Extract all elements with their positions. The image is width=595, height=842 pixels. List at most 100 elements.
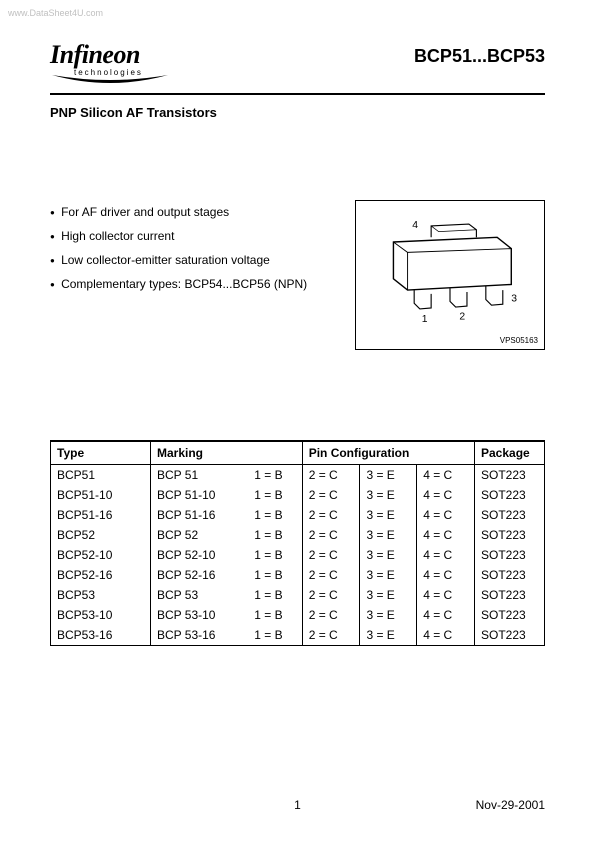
cell-type: BCP53-10 — [51, 605, 151, 625]
cell-p1: 1 = B — [252, 485, 302, 505]
subtitle: PNP Silicon AF Transistors — [50, 105, 545, 120]
feature-item: Complementary types: BCP54...BCP56 (NPN) — [50, 272, 307, 296]
cell-marking: BCP 53-10 — [151, 605, 253, 625]
table-header-row: Type Marking Pin Configuration Package — [51, 441, 545, 465]
cell-p2: 2 = C — [302, 625, 360, 646]
table-row: BCP51BCP 511 = B2 = C3 = E4 = CSOT223 — [51, 465, 545, 486]
cell-type: BCP52-16 — [51, 565, 151, 585]
table-row: BCP53BCP 531 = B2 = C3 = E4 = CSOT223 — [51, 585, 545, 605]
cell-type: BCP51-10 — [51, 485, 151, 505]
cell-p3: 3 = E — [360, 525, 417, 545]
logo-name: Infineon — [50, 40, 170, 70]
cell-p3: 3 = E — [360, 585, 417, 605]
feature-list: For AF driver and output stages High col… — [50, 200, 307, 296]
feature-item: For AF driver and output stages — [50, 200, 307, 224]
cell-marking: BCP 53 — [151, 585, 253, 605]
cell-p4: 4 = C — [417, 565, 475, 585]
part-title: BCP51...BCP53 — [414, 46, 545, 67]
cell-p4: 4 = C — [417, 525, 475, 545]
cell-p4: 4 = C — [417, 465, 475, 486]
cell-p2: 2 = C — [302, 565, 360, 585]
header-bar: Infineon technologies BCP51...BCP53 — [50, 40, 545, 95]
cell-marking: BCP 51-16 — [151, 505, 253, 525]
page-footer: 1 Nov-29-2001 — [50, 798, 545, 812]
cell-p2: 2 = C — [302, 525, 360, 545]
cell-p2: 2 = C — [302, 505, 360, 525]
pin-table: Type Marking Pin Configuration Package B… — [50, 440, 545, 646]
cell-package: SOT223 — [475, 525, 545, 545]
cell-p4: 4 = C — [417, 605, 475, 625]
feature-item: High collector current — [50, 224, 307, 248]
cell-package: SOT223 — [475, 505, 545, 525]
cell-p1: 1 = B — [252, 465, 302, 486]
cell-p1: 1 = B — [252, 565, 302, 585]
cell-p1: 1 = B — [252, 505, 302, 525]
watermark-text: www.DataSheet4U.com — [8, 8, 103, 18]
cell-p1: 1 = B — [252, 585, 302, 605]
cell-package: SOT223 — [475, 585, 545, 605]
cell-p3: 3 = E — [360, 485, 417, 505]
cell-type: BCP51-16 — [51, 505, 151, 525]
table-body: BCP51BCP 511 = B2 = C3 = E4 = CSOT223 BC… — [51, 465, 545, 646]
cell-p1: 1 = B — [252, 605, 302, 625]
cell-p2: 2 = C — [302, 605, 360, 625]
cell-p3: 3 = E — [360, 505, 417, 525]
cell-p1: 1 = B — [252, 525, 302, 545]
cell-p4: 4 = C — [417, 545, 475, 565]
cell-p4: 4 = C — [417, 585, 475, 605]
cell-package: SOT223 — [475, 565, 545, 585]
cell-p3: 3 = E — [360, 465, 417, 486]
table-row: BCP53-16BCP 53-161 = B2 = C3 = E4 = CSOT… — [51, 625, 545, 646]
cell-marking: BCP 52-10 — [151, 545, 253, 565]
cell-type: BCP53-16 — [51, 625, 151, 646]
cell-p2: 2 = C — [302, 585, 360, 605]
cell-p4: 4 = C — [417, 625, 475, 646]
cell-p3: 3 = E — [360, 565, 417, 585]
cell-marking: BCP 51 — [151, 465, 253, 486]
feature-item: Low collector-emitter saturation voltage — [50, 248, 307, 272]
table-row: BCP52BCP 521 = B2 = C3 = E4 = CSOT223 — [51, 525, 545, 545]
cell-marking: BCP 52 — [151, 525, 253, 545]
cell-type: BCP52-10 — [51, 545, 151, 565]
cell-p2: 2 = C — [302, 485, 360, 505]
cell-type: BCP53 — [51, 585, 151, 605]
cell-marking: BCP 52-16 — [151, 565, 253, 585]
page-content: Infineon technologies BCP51...BCP53 PNP … — [0, 0, 595, 676]
cell-package: SOT223 — [475, 605, 545, 625]
cell-p3: 3 = E — [360, 605, 417, 625]
package-code: VPS05163 — [500, 336, 538, 345]
cell-p3: 3 = E — [360, 545, 417, 565]
th-type: Type — [51, 441, 151, 465]
pin-table-wrap: Type Marking Pin Configuration Package B… — [50, 440, 545, 646]
cell-p3: 3 = E — [360, 625, 417, 646]
cell-p1: 1 = B — [252, 545, 302, 565]
cell-type: BCP51 — [51, 465, 151, 486]
logo-area: Infineon technologies — [50, 40, 170, 87]
cell-p1: 1 = B — [252, 625, 302, 646]
th-package: Package — [475, 441, 545, 465]
table-row: BCP51-16BCP 51-161 = B2 = C3 = E4 = CSOT… — [51, 505, 545, 525]
package-diagram-icon: 4 1 2 3 — [364, 209, 536, 341]
cell-p2: 2 = C — [302, 545, 360, 565]
cell-package: SOT223 — [475, 485, 545, 505]
pin-label-4: 4 — [412, 220, 418, 231]
cell-marking: BCP 53-16 — [151, 625, 253, 646]
package-diagram-box: 4 1 2 3 VPS05163 — [355, 200, 545, 350]
table-row: BCP52-10BCP 52-101 = B2 = C3 = E4 = CSOT… — [51, 545, 545, 565]
page-number: 1 — [294, 798, 301, 812]
table-row: BCP52-16BCP 52-161 = B2 = C3 = E4 = CSOT… — [51, 565, 545, 585]
pin-label-2: 2 — [459, 311, 465, 322]
footer-date: Nov-29-2001 — [476, 798, 545, 812]
features-row: For AF driver and output stages High col… — [50, 200, 545, 350]
cell-package: SOT223 — [475, 625, 545, 646]
cell-package: SOT223 — [475, 465, 545, 486]
table-row: BCP53-10BCP 53-101 = B2 = C3 = E4 = CSOT… — [51, 605, 545, 625]
pin-label-1: 1 — [422, 314, 428, 325]
logo-swoosh-icon — [50, 73, 170, 87]
th-marking: Marking — [151, 441, 303, 465]
cell-package: SOT223 — [475, 545, 545, 565]
cell-type: BCP52 — [51, 525, 151, 545]
cell-p4: 4 = C — [417, 505, 475, 525]
cell-p2: 2 = C — [302, 465, 360, 486]
cell-marking: BCP 51-10 — [151, 485, 253, 505]
